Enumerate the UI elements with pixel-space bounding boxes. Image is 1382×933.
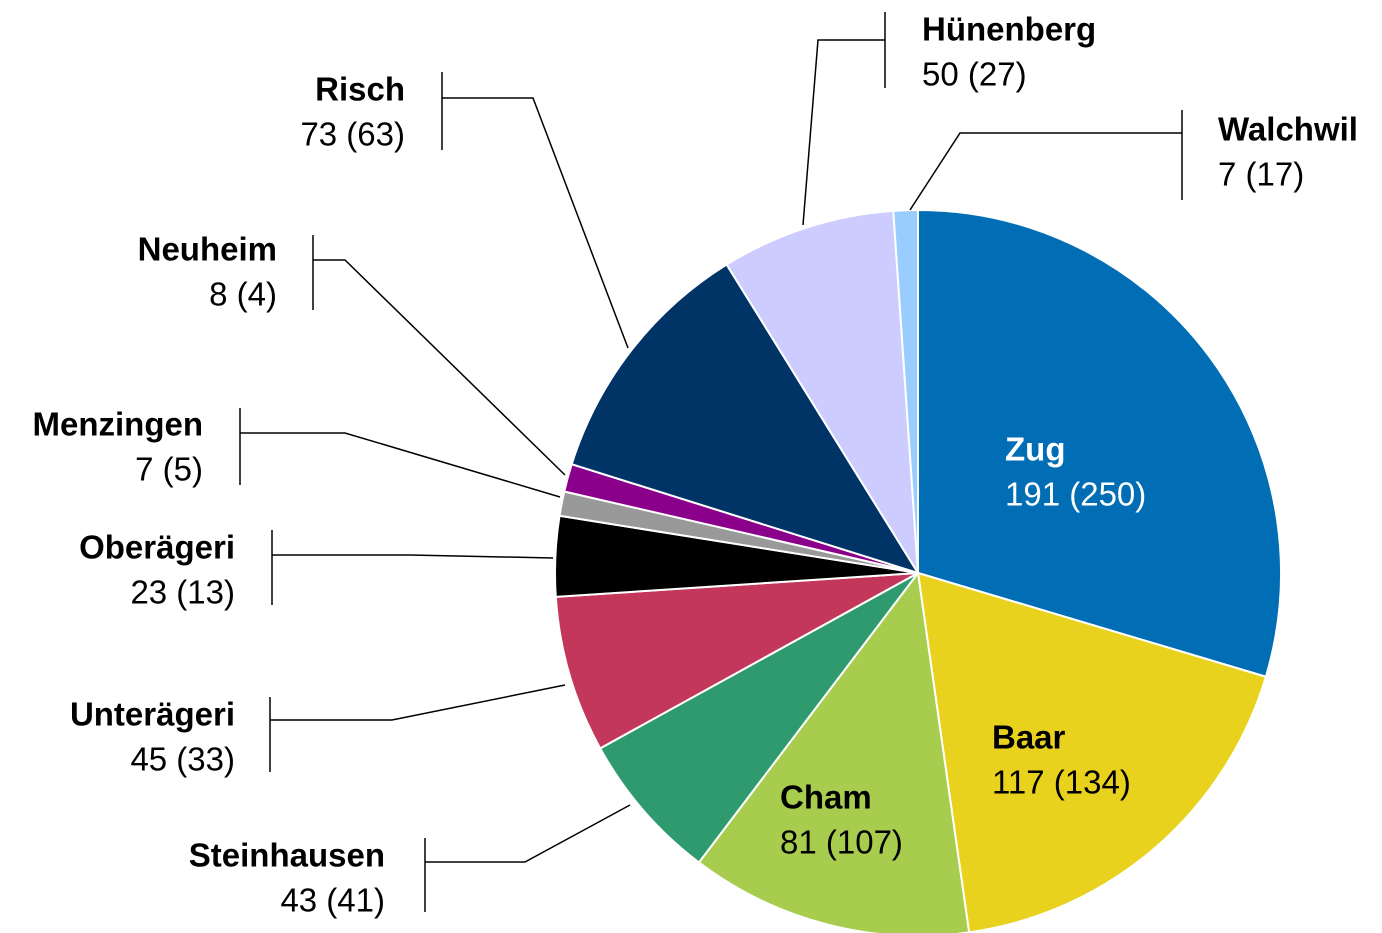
slice-name: Walchwil — [1218, 111, 1358, 148]
slice-name: Menzingen — [33, 406, 204, 443]
slice-name: Oberägeri — [79, 529, 235, 566]
slice-name: Steinhausen — [189, 837, 385, 874]
slice-value: 73 (63) — [300, 116, 405, 153]
pie-slice — [570, 263, 921, 575]
leader-line — [270, 684, 566, 721]
pie-slice — [554, 572, 919, 750]
slice-name: Hünenberg — [922, 11, 1096, 48]
pie-slice — [725, 209, 919, 574]
pie-slice — [892, 208, 919, 574]
slice-name: Neuheim — [138, 231, 277, 268]
slice-value: 45 (33) — [130, 741, 235, 778]
slice-value: 50 (27) — [922, 56, 1027, 93]
pie-slice — [916, 571, 1268, 933]
slice-value: 191 (250) — [1005, 476, 1146, 513]
leader-line — [909, 132, 1182, 211]
leader-line — [272, 554, 554, 559]
pie-slice — [697, 570, 971, 933]
pie-slice — [917, 208, 1282, 678]
slice-name: Risch — [315, 71, 405, 108]
leader-line — [442, 97, 629, 349]
leader-line — [313, 259, 566, 476]
slice-name: Zug — [1005, 431, 1065, 468]
leader-line — [240, 432, 561, 498]
slice-value: 7 (17) — [1218, 156, 1304, 193]
slice-value: 43 (41) — [280, 882, 385, 919]
slice-value: 8 (4) — [209, 276, 277, 313]
slice-value: 7 (5) — [135, 451, 203, 488]
slice-value: 81 (107) — [780, 824, 903, 861]
slice-name: Baar — [992, 719, 1066, 756]
slice-value: 117 (134) — [992, 764, 1131, 801]
leader-line — [425, 804, 631, 863]
pie-slice — [598, 572, 919, 864]
slice-value: 23 (13) — [130, 574, 235, 611]
slice-name: Unterägeri — [70, 696, 235, 733]
slice-name: Cham — [780, 779, 872, 816]
leader-line — [802, 39, 885, 226]
